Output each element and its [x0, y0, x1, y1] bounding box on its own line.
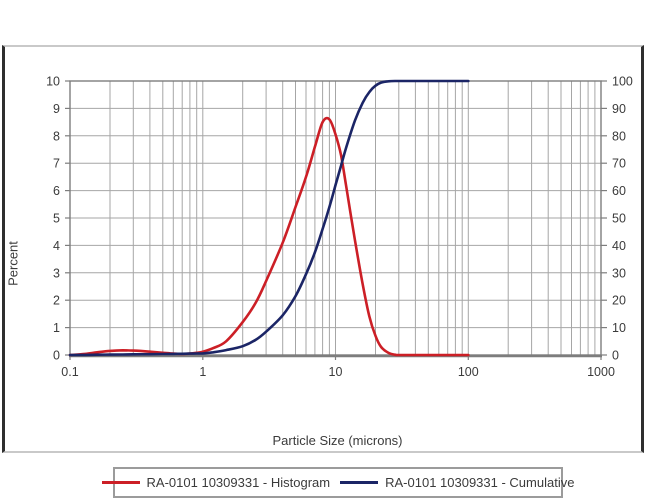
y-left-tick-label: 4 — [53, 239, 60, 253]
axis-ticks — [65, 80, 607, 360]
x-tick-label: 1000 — [587, 365, 615, 379]
legend-label-cumulative: RA-0101 10309331 - Cumulative — [385, 475, 575, 490]
y-right-tick-label: 80 — [612, 129, 626, 143]
series-cumulative-line — [68, 79, 470, 357]
x-tick-label: 0.1 — [61, 365, 78, 379]
x-axis-title: Particle Size (microns) — [272, 433, 403, 448]
y-left-tick-label: 3 — [53, 266, 60, 280]
legend: RA-0101 10309331 - Histogram RA-0101 103… — [101, 467, 574, 498]
y-axis-title: Percent — [5, 241, 21, 286]
y-right-tick-label: 10 — [612, 321, 626, 335]
y-left-tick-label: 1 — [53, 321, 60, 335]
histogram-line-swatch — [101, 481, 140, 484]
y-right-tick-label: 100 — [612, 75, 633, 89]
page-frame: 0 1 2 3 4 5 6 7 8 9 10 0 10 20 30 40 50 60 70 80 90 100 0.1 1 10… — [2, 45, 644, 498]
x-tick-label: 100 — [458, 365, 479, 379]
y-right-tick-label: 40 — [612, 239, 626, 253]
y-right-tick-label: 30 — [612, 266, 626, 280]
legend-item-cumulative: RA-0101 10309331 - Cumulative — [340, 475, 574, 490]
y-left-tick-label: 0 — [53, 349, 60, 363]
y-left-tick-label: 9 — [53, 102, 60, 116]
y-left-tick-label: 8 — [53, 129, 60, 143]
legend-item-histogram: RA-0101 10309331 - Histogram — [101, 475, 331, 490]
y-left-tick-label: 6 — [53, 184, 60, 198]
y-left-tick-label: 2 — [53, 294, 60, 308]
y-left-tick-label: 5 — [53, 212, 60, 226]
x-tick-label: 10 — [329, 365, 343, 379]
x-tick-label: 1 — [199, 365, 206, 379]
y-right-tick-label: 60 — [612, 184, 626, 198]
y-right-tick-label: 90 — [612, 102, 626, 116]
y-left-tick-label: 10 — [46, 75, 60, 89]
cumulative-line-swatch — [340, 481, 379, 484]
legend-label-histogram: RA-0101 10309331 - Histogram — [146, 475, 331, 490]
y-right-tick-label: 0 — [612, 349, 619, 363]
gridlines — [70, 81, 601, 355]
series-histogram-line — [68, 116, 470, 357]
y-right-tick-label: 50 — [612, 212, 626, 226]
y-left-tick-label: 7 — [53, 157, 60, 171]
y-right-tick-label: 70 — [612, 157, 626, 171]
y-right-tick-label: 20 — [612, 294, 626, 308]
